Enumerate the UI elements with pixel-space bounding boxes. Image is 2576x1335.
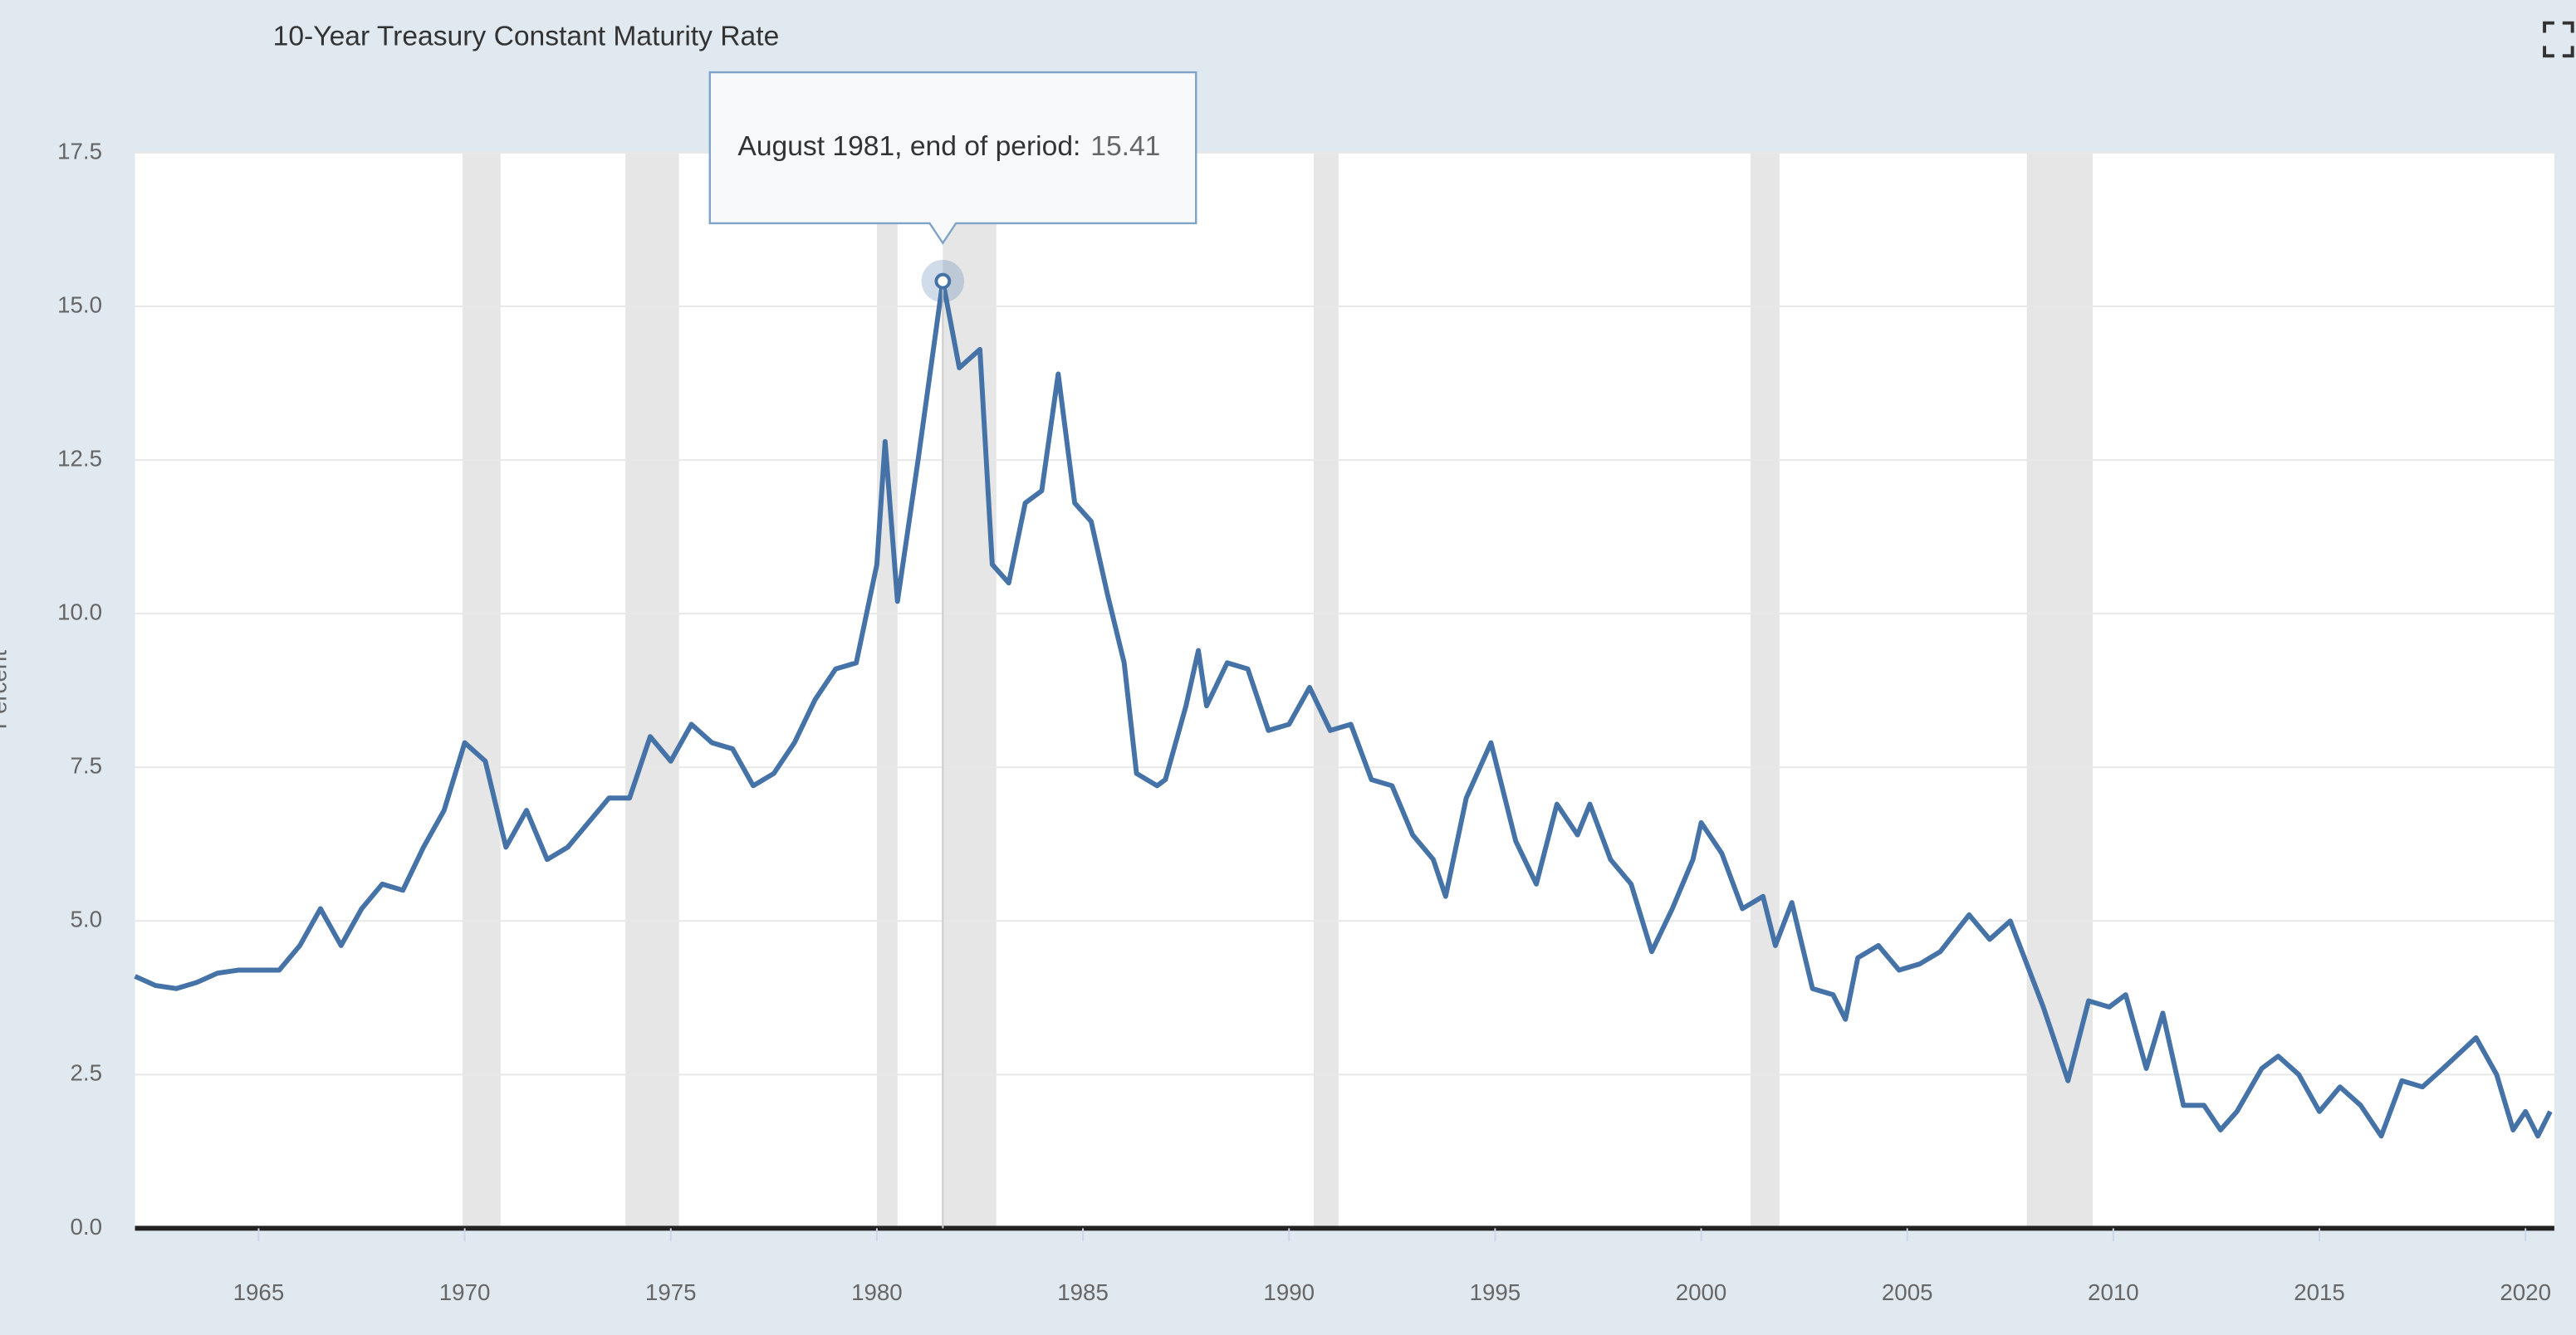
y-tick-label: 2.5 <box>70 1060 102 1086</box>
recession-band <box>2026 152 2094 1229</box>
recession-band <box>1751 152 1780 1229</box>
chart-title: 10-Year Treasury Constant Maturity Rate <box>273 21 780 51</box>
x-tick-label: 2010 <box>2088 1279 2139 1305</box>
y-tick-label: 17.5 <box>57 138 102 164</box>
tooltip-value: 15.41 <box>1090 131 1160 162</box>
tooltip-label: August 1981, end of period: <box>737 131 1080 162</box>
foreground-layer: 0.0 2.5 5.0 7.5 10.0 12.5 15.0 17.5 1965 1970 1975… <box>57 71 2554 1305</box>
x-tick-label: 1965 <box>233 1279 285 1305</box>
x-tick-label: 2020 <box>2500 1279 2551 1305</box>
x-tick-label: 1980 <box>851 1279 903 1305</box>
y-tick-label: 5.0 <box>70 907 102 932</box>
tooltip-box <box>708 71 1197 245</box>
x-tick-label: 2000 <box>1676 1279 1727 1305</box>
x-tick-label: 2015 <box>2294 1279 2345 1305</box>
x-tick-label: 1995 <box>1470 1279 1521 1305</box>
recession-band <box>876 152 898 1229</box>
x-tick-label: 2005 <box>1882 1279 1933 1305</box>
recession-band <box>625 152 679 1229</box>
x-tick-label: 1975 <box>645 1279 697 1305</box>
hover-point <box>934 272 952 290</box>
y-tick-label: 12.5 <box>57 445 102 471</box>
x-tick-label: 1985 <box>1057 1279 1109 1305</box>
x-tick-label: 1970 <box>439 1279 491 1305</box>
y-tick-label: 7.5 <box>70 753 102 779</box>
y-tick-label: 0.0 <box>70 1214 102 1240</box>
recession-band <box>1314 152 1339 1229</box>
y-tick-label: 15.0 <box>57 291 102 317</box>
fullscreen-icon[interactable] <box>2543 21 2574 58</box>
y-axis-label: Percent <box>0 650 12 730</box>
background-layer <box>135 151 2554 1230</box>
data-line <box>134 278 2553 1139</box>
recession-band <box>463 152 501 1229</box>
y-tick-label: 10.0 <box>57 599 102 624</box>
x-tick-label: 1990 <box>1263 1279 1315 1305</box>
fullscreen-glyph[interactable] <box>2543 21 2574 58</box>
